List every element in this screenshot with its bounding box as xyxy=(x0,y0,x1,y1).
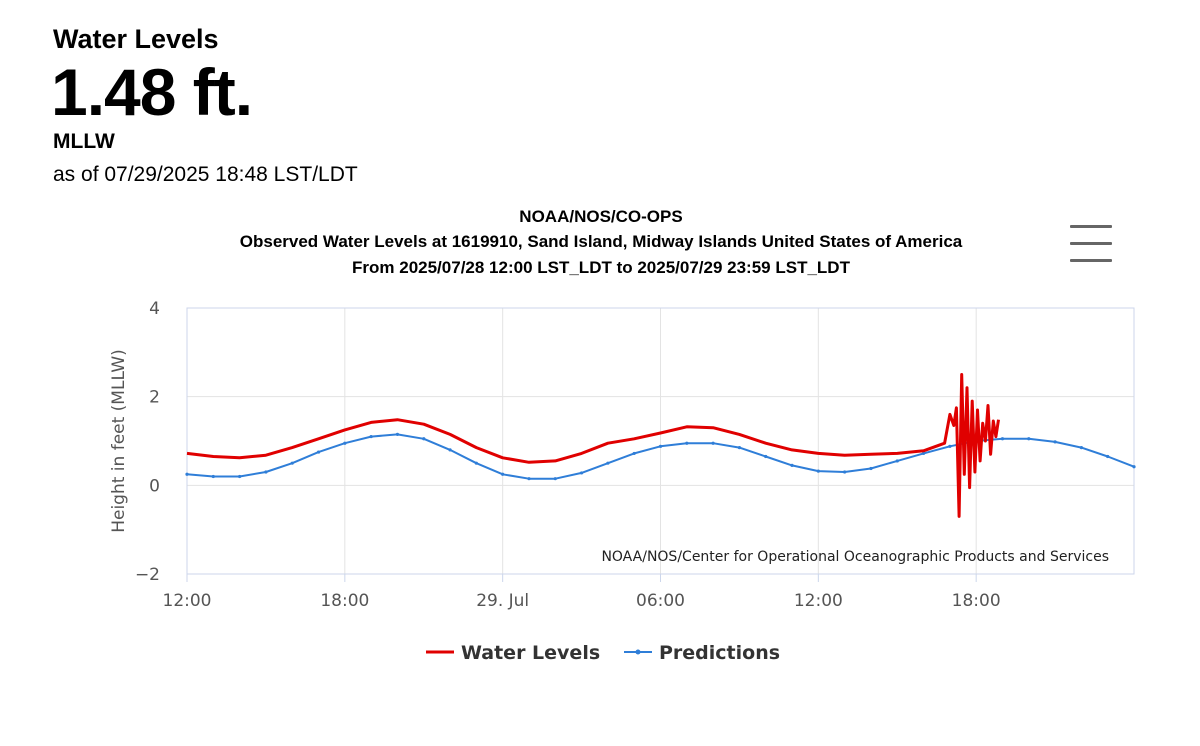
predictions-point xyxy=(790,463,794,467)
timestamp-label: as of 07/29/2025 18:48 LST/LDT xyxy=(53,163,358,186)
y-tick-label: 2 xyxy=(149,388,160,408)
predictions-point xyxy=(290,461,294,465)
x-tick-label: 29. Jul xyxy=(476,591,529,611)
chart-title: NOAA/NOS/CO-OPS xyxy=(519,207,682,226)
current-water-level: 1.48 ft. xyxy=(51,55,253,129)
predictions-point xyxy=(238,474,242,479)
legend-predictions[interactable]: Predictions xyxy=(624,642,780,664)
y-tick-label: 4 xyxy=(149,299,160,319)
predictions-point xyxy=(1027,437,1031,441)
predictions-point xyxy=(869,466,873,471)
predictions-point xyxy=(527,477,531,481)
predictions-point xyxy=(685,441,689,445)
x-tick-label: 18:00 xyxy=(952,591,1001,611)
water-levels-series-line xyxy=(186,373,1000,518)
predictions-point xyxy=(843,470,847,474)
predictions-point xyxy=(264,470,268,474)
x-tick-label: 06:00 xyxy=(636,591,685,611)
predictions-point xyxy=(816,469,820,473)
datum-label: MLLW xyxy=(53,130,115,153)
predictions-point xyxy=(448,448,452,452)
predictions-point xyxy=(1053,440,1057,444)
legend-water-levels[interactable]: Water Levels xyxy=(426,642,600,664)
hamburger-menu-bar xyxy=(1070,242,1112,245)
predictions-point xyxy=(474,461,478,465)
legend-label: Predictions xyxy=(659,642,780,664)
legend-label: Water Levels xyxy=(461,642,600,664)
predictions-point xyxy=(422,437,426,441)
x-tick-label: 12:00 xyxy=(163,591,212,611)
predictions-point xyxy=(764,454,768,459)
chart-subtitle: Observed Water Levels at 1619910, Sand I… xyxy=(240,232,963,251)
x-tick-label: 18:00 xyxy=(320,591,369,611)
predictions-point xyxy=(948,444,952,448)
predictions-point xyxy=(895,459,899,463)
predictions-point xyxy=(606,461,610,465)
chart-credit: NOAA/NOS/Center for Operational Oceanogr… xyxy=(601,549,1109,565)
predictions-point xyxy=(1106,454,1110,459)
predictions-point xyxy=(1079,446,1083,450)
predictions-point xyxy=(211,474,215,479)
predictions-point xyxy=(711,441,715,445)
predictions-point xyxy=(369,434,373,439)
predictions-point xyxy=(921,451,926,456)
page-title: Water Levels xyxy=(53,24,219,54)
chart-subtitle-range: From 2025/07/28 12:00 LST_LDT to 2025/07… xyxy=(352,258,851,277)
y-axis-label: Height in feet (MLLW) xyxy=(109,349,129,533)
predictions-point xyxy=(737,446,742,450)
predictions-point xyxy=(316,450,321,454)
predictions-point xyxy=(185,472,189,476)
predictions-point xyxy=(395,432,400,436)
y-tick-label: 0 xyxy=(149,476,160,496)
predictions-point xyxy=(501,472,505,476)
predictions-point xyxy=(632,451,636,456)
hamburger-menu-bar xyxy=(1070,259,1112,262)
predictions-point xyxy=(579,471,584,475)
predictions-point xyxy=(343,441,347,445)
y-tick-label: −2 xyxy=(135,565,160,585)
predictions-point xyxy=(553,477,557,481)
predictions-point xyxy=(1132,465,1136,469)
legend-marker xyxy=(635,649,641,655)
predictions-point xyxy=(658,444,663,448)
chart-menu-button[interactable] xyxy=(1066,222,1116,266)
hamburger-menu-icon xyxy=(1070,225,1112,228)
predictions-point xyxy=(1000,437,1005,441)
x-tick-label: 12:00 xyxy=(794,591,843,611)
